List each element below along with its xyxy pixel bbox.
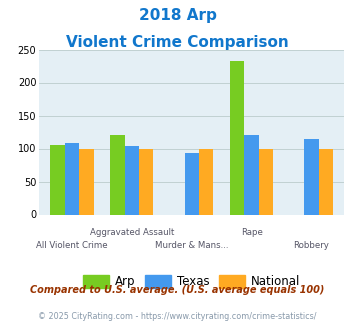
Text: Robbery: Robbery bbox=[294, 241, 329, 250]
Bar bbox=[65, 143, 79, 214]
Text: 2018 Arp: 2018 Arp bbox=[138, 8, 217, 23]
Bar bbox=[230, 61, 244, 214]
Text: All Violent Crime: All Violent Crime bbox=[36, 241, 108, 250]
Bar bbox=[185, 153, 199, 214]
Bar bbox=[50, 145, 65, 214]
Text: © 2025 CityRating.com - https://www.cityrating.com/crime-statistics/: © 2025 CityRating.com - https://www.city… bbox=[38, 312, 317, 321]
Legend: Arp, Texas, National: Arp, Texas, National bbox=[78, 270, 305, 293]
Bar bbox=[318, 148, 333, 214]
Bar bbox=[110, 135, 125, 214]
Bar bbox=[199, 148, 213, 214]
Text: Aggravated Assault: Aggravated Assault bbox=[90, 228, 174, 237]
Bar bbox=[125, 146, 139, 214]
Bar bbox=[259, 148, 273, 214]
Text: Compared to U.S. average. (U.S. average equals 100): Compared to U.S. average. (U.S. average … bbox=[30, 285, 325, 295]
Bar bbox=[304, 139, 318, 214]
Bar bbox=[244, 135, 259, 214]
Text: Rape: Rape bbox=[241, 228, 262, 237]
Bar bbox=[139, 148, 153, 214]
Text: Violent Crime Comparison: Violent Crime Comparison bbox=[66, 35, 289, 50]
Bar bbox=[79, 148, 93, 214]
Text: Murder & Mans...: Murder & Mans... bbox=[155, 241, 229, 250]
